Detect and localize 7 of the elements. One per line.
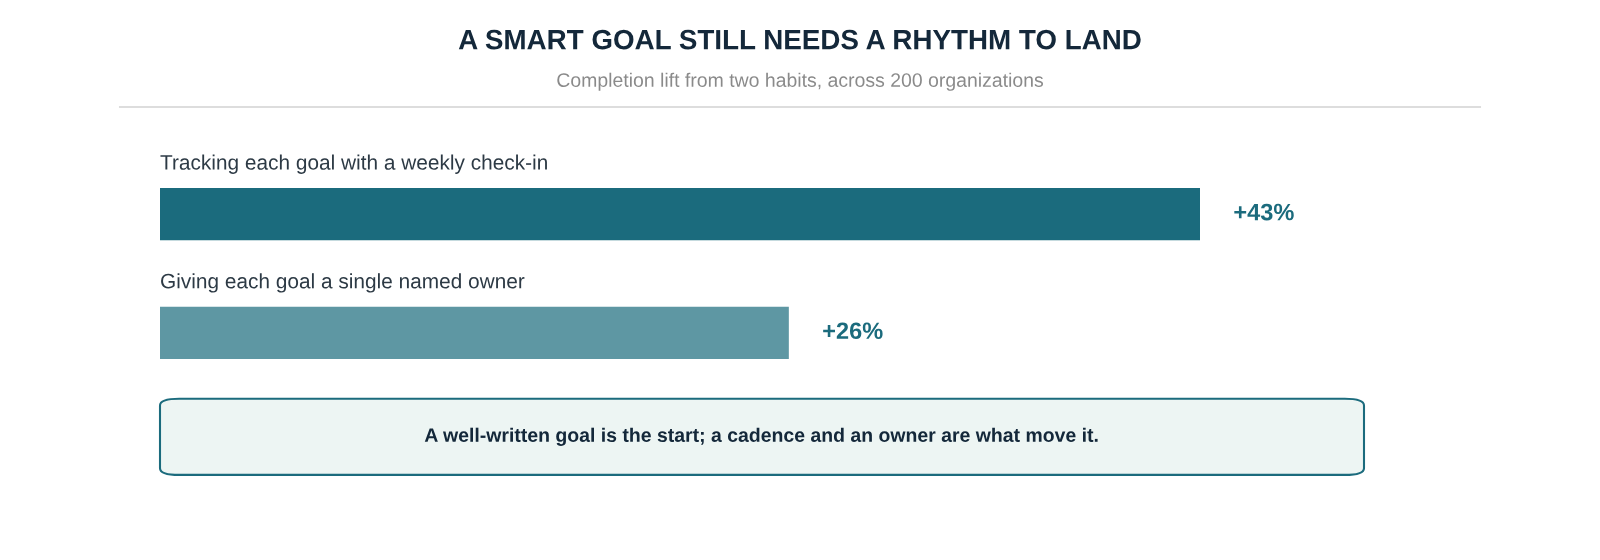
chart-title: A SMART GOAL STILL NEEDS A RHYTHM TO LAND: [458, 29, 1141, 50]
data-label: +43%: [1234, 203, 1294, 221]
data-label: +26%: [823, 322, 883, 340]
y-tick-label: Giving each goal a single named owner: [161, 273, 525, 293]
text: A well-written goal is the start; a cadence and an owner are what move it.: [424, 427, 1098, 446]
y-tick-label: Tracking each goal with a weekly check-in: [160, 154, 547, 174]
chart-subtitle: Completion lift from two habits, across 200 organizations: [557, 72, 1044, 91]
